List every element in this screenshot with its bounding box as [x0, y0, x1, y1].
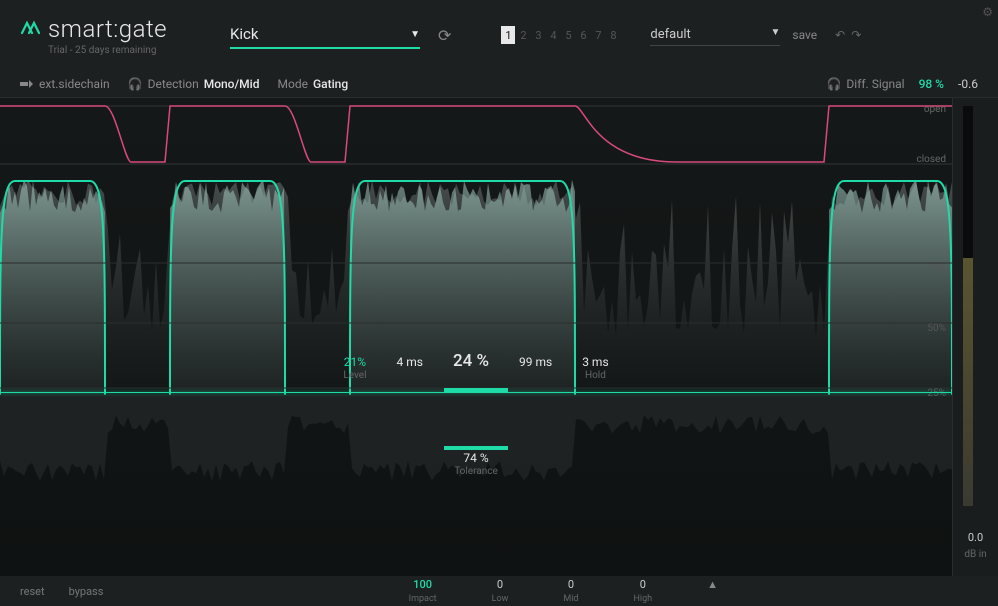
preset-dropdown[interactable]: Kick ▼: [230, 21, 420, 49]
grid-50: 50%: [927, 323, 946, 334]
preset-label: Kick: [230, 25, 259, 43]
meter-value[interactable]: 0.0: [953, 531, 998, 544]
sidechain-icon: [20, 79, 34, 89]
footer-params: 100Impact 0Low 0Mid 0High ▲: [409, 578, 718, 604]
user-preset-dropdown[interactable]: default ▼: [650, 24, 780, 46]
bank-slot-1[interactable]: 1: [501, 26, 515, 44]
input-meter: 0.0 dB in: [952, 98, 998, 576]
headphones-icon: 🎧: [826, 77, 841, 91]
meter-label: dB in: [953, 549, 998, 560]
threshold-line[interactable]: [0, 392, 952, 393]
param-row-lower: 74 %Tolerance: [454, 451, 498, 477]
trial-text: Trial - 25 days remaining: [48, 45, 230, 56]
hold-param[interactable]: 3 msHold: [582, 355, 608, 381]
settings-icon[interactable]: ⚙: [982, 5, 993, 19]
gate-envelope-graph: [0, 98, 952, 173]
attack-param[interactable]: 4 ms: [397, 355, 423, 369]
bank-slot-4[interactable]: 4: [546, 26, 560, 44]
high-param[interactable]: 0High: [633, 578, 652, 604]
refresh-icon[interactable]: ⟳: [438, 26, 451, 45]
bank-slot-2[interactable]: 2: [516, 26, 530, 44]
grid-25: 25%: [927, 388, 946, 399]
main-area: open closed 75% 50% 25% 21%Level 4 ms 24…: [0, 98, 998, 576]
bank-slot-7[interactable]: 7: [591, 26, 605, 44]
mode-toggle[interactable]: Mode Gating: [278, 77, 349, 91]
reset-button[interactable]: reset: [20, 585, 45, 598]
low-param[interactable]: 0Low: [492, 578, 509, 604]
brand-name: smart:gate: [48, 15, 167, 43]
logo-area: smart:gate Trial - 25 days remaining: [20, 15, 230, 56]
undo-redo: ↶ ↷: [835, 28, 861, 42]
detection-toggle[interactable]: 🎧 Detection Mono/Mid: [128, 77, 260, 91]
diff-signal-toggle[interactable]: 🎧 Diff. Signal: [826, 77, 904, 91]
closed-label: closed: [917, 154, 946, 165]
waveform-area[interactable]: 75% 50% 25% 21%Level 4 ms 24 % 99 ms 3 m…: [0, 173, 952, 576]
level-param[interactable]: 21%Level: [343, 355, 366, 381]
undo-icon[interactable]: ↶: [835, 28, 845, 42]
open-label: open: [924, 104, 946, 115]
impact-param[interactable]: 100Impact: [409, 578, 437, 604]
footer: reset bypass 100Impact 0Low 0Mid 0High ▲: [0, 576, 998, 606]
threshold-handle-lower[interactable]: [444, 446, 508, 450]
bank-slot-5[interactable]: 5: [561, 26, 575, 44]
threshold-handle-upper[interactable]: [444, 388, 508, 392]
db-value[interactable]: -0.6: [958, 77, 978, 91]
meter-track: [963, 106, 973, 506]
triangle-icon[interactable]: ▲: [707, 578, 718, 604]
grid-75: 75%: [927, 263, 946, 274]
ext-sidechain-toggle[interactable]: ext.sidechain: [20, 77, 110, 91]
bank-slot-8[interactable]: 8: [606, 26, 620, 44]
chevron-down-icon: ▼: [410, 29, 420, 40]
header: smart:gate Trial - 25 days remaining Kic…: [0, 0, 998, 70]
logo-icon: [20, 19, 40, 39]
redo-icon[interactable]: ↷: [851, 28, 861, 42]
release-param[interactable]: 99 ms: [519, 355, 552, 369]
save-button[interactable]: save: [792, 28, 817, 42]
pct-value[interactable]: 98 %: [919, 77, 944, 91]
bank-slots: 12345678: [501, 26, 620, 44]
chevron-down-icon: ▼: [771, 27, 781, 42]
mid-param[interactable]: 0Mid: [563, 578, 578, 604]
visualizer[interactable]: open closed 75% 50% 25% 21%Level 4 ms 24…: [0, 98, 952, 576]
param-row-upper: 21%Level 4 ms 24 % 99 ms 3 msHold: [343, 351, 608, 381]
headphones-icon: 🎧: [128, 77, 143, 91]
bypass-button[interactable]: bypass: [69, 585, 104, 598]
meter-fill: [963, 258, 973, 506]
toolbar: ext.sidechain 🎧 Detection Mono/Mid Mode …: [0, 70, 998, 98]
user-preset-label: default: [650, 27, 690, 42]
tolerance-param[interactable]: 74 %Tolerance: [454, 451, 498, 477]
gate-state-strip: open closed: [0, 98, 952, 173]
bank-slot-3[interactable]: 3: [531, 26, 545, 44]
main-param[interactable]: 24 %: [453, 351, 489, 371]
bank-slot-6[interactable]: 6: [576, 26, 590, 44]
